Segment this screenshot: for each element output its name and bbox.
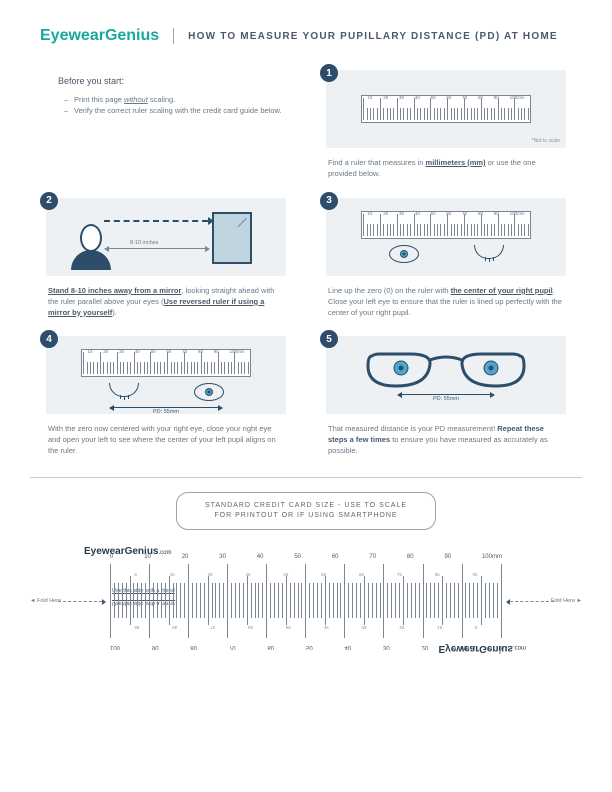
step-badge: 1 — [320, 64, 338, 82]
list-item: Verify the correct ruler scaling with th… — [64, 105, 286, 116]
step-2-illustration: 8-10 inches — [46, 198, 286, 276]
right-eye-open-icon — [389, 245, 419, 263]
before-block: Before you start: Print this page withou… — [46, 70, 286, 180]
ruler-section: STANDARD CREDIT CARD SIZE - USE TO SCALE… — [0, 478, 612, 654]
fold-here-right: Fold Here ► — [551, 598, 582, 604]
page-header: EyewearGenius HOW TO MEASURE YOUR PUPILL… — [0, 0, 612, 54]
left-eye-closed-icon — [474, 245, 504, 259]
mini-ruler: 102030405060708090100mm — [361, 95, 531, 123]
step-4-caption: With the zero now centered with your rig… — [46, 424, 286, 457]
step-2: 2 8-10 inches Stand 8-10 inches away fro… — [46, 198, 286, 319]
pd-label: PD: 55mm — [433, 396, 459, 402]
step-1: 1 102030405060708090100mm *Not to scale … — [326, 70, 566, 180]
sight-line — [104, 220, 208, 222]
step-1-caption: Find a ruler that measures in millimeter… — [326, 158, 566, 180]
mini-ruler: 102030405060708090100mm — [81, 349, 251, 377]
not-to-scale-note: *Not to scale — [532, 138, 560, 144]
glasses-icon: PD: 55mm — [366, 346, 526, 390]
step-5-illustration: PD: 55mm — [326, 336, 566, 414]
printable-ruler: EyewearGenius.com ◄ Fold Here Fold Here … — [30, 544, 582, 654]
step-1-illustration: 102030405060708090100mm *Not to scale — [326, 70, 566, 148]
step-3-illustration: 102030405060708090100mm — [326, 198, 566, 276]
list-item: Print this page without scaling. — [64, 94, 286, 105]
right-eye-closed-icon — [109, 383, 139, 397]
step-badge: 3 — [320, 192, 338, 210]
brand-logo-flipped: EyewearGenius.com — [439, 643, 527, 654]
step-5-caption: That measured distance is your PD measur… — [326, 424, 566, 457]
left-eye-open-icon — [194, 383, 224, 401]
before-title: Before you start: — [58, 76, 286, 86]
steps-grid: Before you start: Print this page withou… — [0, 54, 612, 457]
fold-here-left: ◄ Fold Here — [30, 598, 61, 604]
distance-label: 8-10 inches — [130, 240, 158, 246]
step-3: 3 102030405060708090100mm Line up the ze… — [326, 198, 566, 319]
mirror-icon — [212, 212, 252, 264]
page-title: HOW TO MEASURE YOUR PUPILLARY DISTANCE (… — [174, 31, 558, 42]
before-list: Print this page without scaling. Verify … — [46, 94, 286, 117]
credit-card-guide-label: STANDARD CREDIT CARD SIZE - USE TO SCALE… — [176, 492, 436, 530]
step-5: 5 PD: 55mm That measured distance is you… — [326, 336, 566, 457]
pd-label: PD: 55mm — [153, 409, 179, 414]
mini-ruler: 102030405060708090100mm — [361, 211, 531, 239]
step-badge: 2 — [40, 192, 58, 210]
step-4: 4 102030405060708090100mm PD: 55mm With … — [46, 336, 286, 457]
step-4-illustration: 102030405060708090100mm PD: 55mm — [46, 336, 286, 414]
brand-logo: EyewearGenius — [40, 28, 174, 44]
step-2-caption: Stand 8-10 inches away from a mirror, lo… — [46, 286, 286, 319]
step-3-caption: Line up the zero (0) on the ruler with t… — [326, 286, 566, 319]
